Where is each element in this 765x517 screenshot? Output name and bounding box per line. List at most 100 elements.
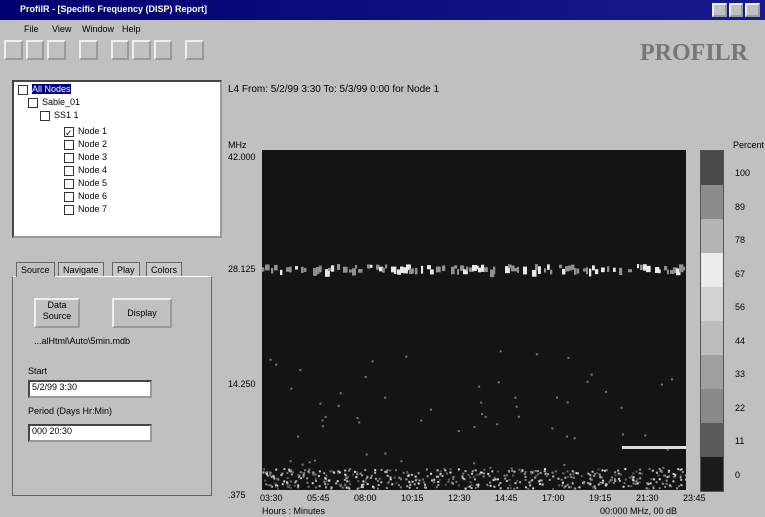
signal-speck: [500, 487, 502, 489]
signal-speck: [299, 369, 301, 371]
signal-speck: [319, 485, 321, 487]
tree-item[interactable]: All Nodes: [18, 84, 71, 95]
minimize[interactable]: [712, 3, 727, 17]
signal-speck: [289, 470, 291, 472]
signal-speck: [506, 480, 508, 482]
tool-button[interactable]: [185, 40, 204, 60]
tree-item[interactable]: Node 3: [64, 152, 107, 163]
signal-speck: [542, 484, 544, 486]
signal-speck: [331, 487, 333, 489]
tool-button[interactable]: [154, 40, 173, 60]
signal-speck: [538, 266, 541, 274]
signal-speck: [630, 485, 632, 487]
signal-speck: [656, 481, 658, 483]
tab[interactable]: Colors: [146, 262, 182, 277]
signal-speck: [387, 482, 389, 484]
menu-item[interactable]: Window: [82, 24, 114, 34]
signal-speck: [411, 474, 413, 476]
scale-label: 67: [735, 269, 745, 279]
signal-speck: [370, 265, 372, 268]
signal-speck: [308, 486, 310, 488]
signal-speck: [437, 481, 439, 483]
signal-speck: [487, 473, 489, 475]
signal-speck: [614, 471, 616, 473]
signal-speck: [361, 486, 363, 488]
display-button[interactable]: Display: [112, 298, 172, 328]
signal-speck: [475, 487, 477, 489]
signal-speck: [292, 471, 294, 473]
signal-speck: [291, 473, 293, 475]
tool-button[interactable]: [132, 40, 151, 60]
tree-item[interactable]: Node 6: [64, 191, 107, 202]
signal-speck: [497, 470, 499, 472]
tree-item[interactable]: Node 5: [64, 178, 107, 189]
signal-speck: [658, 474, 660, 476]
tab[interactable]: Source: [16, 262, 55, 277]
tree-item[interactable]: Node 2: [64, 139, 107, 150]
signal-speck: [567, 476, 569, 478]
logo: PROFILR: [640, 40, 748, 67]
tool-button[interactable]: [79, 40, 98, 60]
signal-speck: [481, 265, 484, 272]
tool-button[interactable]: [26, 40, 45, 60]
tree-label: Node 4: [78, 165, 107, 175]
signal-speck: [628, 485, 630, 487]
signal-speck: [462, 473, 464, 475]
signal-speck: [319, 470, 321, 472]
file-path: ...alHtml\Auto\5min.mdb: [34, 336, 130, 346]
signal-speck: [558, 484, 560, 486]
menu-item[interactable]: File: [24, 24, 39, 34]
signal-speck: [379, 478, 381, 480]
tab[interactable]: Play: [112, 262, 140, 277]
signal-speck: [275, 469, 277, 471]
signal-speck: [605, 391, 607, 393]
signal-speck: [661, 384, 663, 386]
signal-speck: [506, 474, 508, 476]
tree-item[interactable]: Sable_01: [28, 97, 80, 108]
menu-item[interactable]: View: [52, 24, 71, 34]
y-unit: MHz: [228, 140, 247, 150]
signal-speck: [685, 474, 686, 476]
signal-speck: [430, 269, 434, 274]
tool-button[interactable]: [47, 40, 66, 60]
scale-label: 100: [735, 168, 750, 178]
data-source-button[interactable]: Data Source: [34, 298, 80, 328]
signal-speck: [489, 482, 491, 484]
signal-speck: [633, 483, 635, 485]
signal-speck: [540, 472, 542, 474]
start-field[interactable]: 5/2/99 3:30: [28, 380, 152, 398]
signal-speck: [315, 486, 317, 488]
signal-speck: [265, 264, 270, 270]
signal-speck: [455, 481, 457, 483]
menu-item[interactable]: Help: [122, 24, 141, 34]
signal-speck: [375, 478, 377, 480]
tool-button[interactable]: [4, 40, 23, 60]
signal-speck: [262, 472, 264, 474]
maximize[interactable]: [729, 3, 744, 17]
signal-speck: [566, 435, 568, 437]
signal-speck: [572, 482, 574, 484]
signal-speck: [485, 416, 487, 418]
app-window: ProfilR - [Specific Frequency (DISP) Rep…: [0, 0, 765, 517]
signal-speck: [494, 477, 496, 479]
signal-speck: [445, 484, 447, 486]
signal-speck: [602, 469, 604, 471]
signal-speck: [653, 478, 655, 480]
signal-speck: [365, 481, 367, 483]
signal-speck: [436, 476, 438, 478]
signal-speck: [537, 470, 539, 472]
tool-button[interactable]: [111, 40, 130, 60]
close[interactable]: [745, 3, 760, 17]
tree-item[interactable]: SS1 1: [40, 110, 79, 121]
signal-speck: [412, 268, 414, 273]
period-field[interactable]: 000 20:30: [28, 424, 152, 442]
signal-speck: [649, 468, 651, 470]
tree-item[interactable]: ✓Node 1: [64, 126, 107, 137]
tree-item[interactable]: Node 7: [64, 204, 107, 215]
signal-speck: [574, 437, 576, 439]
signal-speck: [274, 265, 278, 270]
x-label: 10:15: [401, 493, 424, 503]
tree-item[interactable]: Node 4: [64, 165, 107, 176]
signal-speck: [355, 476, 357, 478]
tab[interactable]: Navigate: [58, 262, 104, 277]
